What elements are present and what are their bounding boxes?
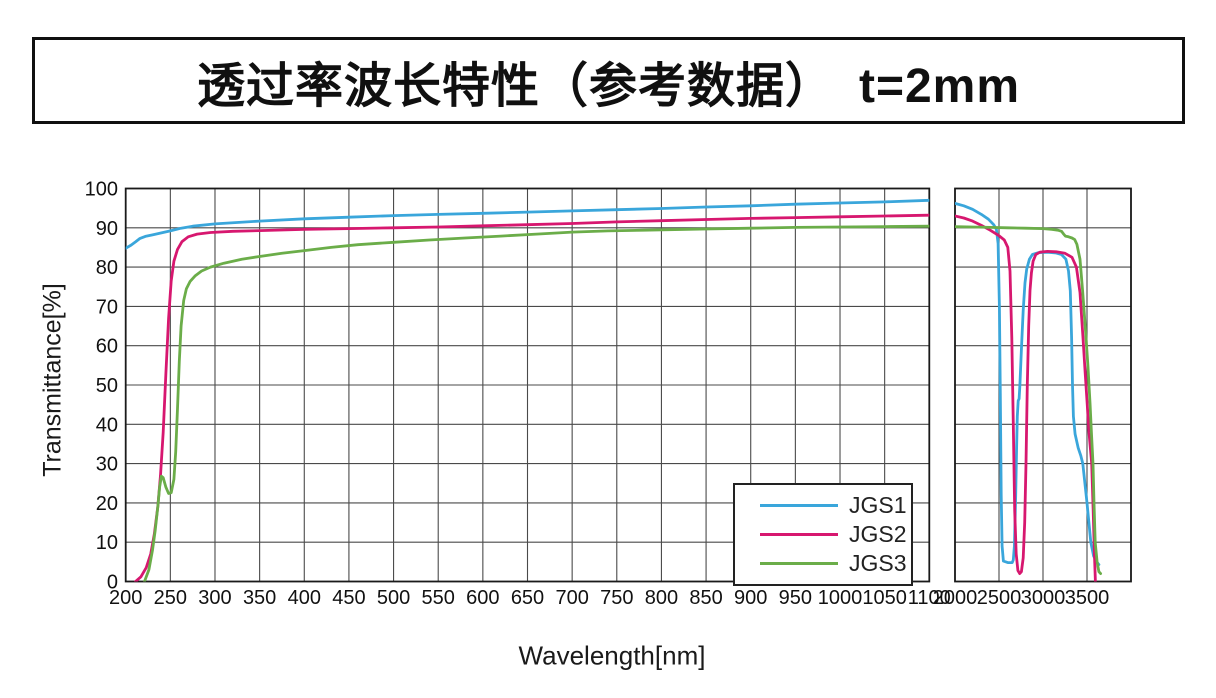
y-tick-label: 40: [96, 414, 118, 436]
x-tick-label: 650: [511, 587, 544, 609]
x-tick-label: 200: [109, 587, 142, 609]
legend-label-jgs3: JGS3: [849, 550, 907, 576]
jgs1-line-swatch: [760, 504, 838, 507]
chart-title-box: 透过率波长特性（参考数据） t=2mm: [32, 37, 1185, 124]
y-tick-label: 80: [96, 257, 118, 279]
legend: JGS1 JGS2 JGS3: [733, 483, 913, 586]
x-axis-title: Wavelength[nm]: [518, 640, 706, 671]
x-tick-label: 800: [645, 587, 678, 609]
series-line-jgs3-ir: [955, 225, 1102, 575]
series-line-jgs3-uv_vis: [143, 224, 930, 582]
x-tick-label: 300: [198, 587, 231, 609]
x-tick-label: 700: [555, 587, 588, 609]
x-tick-label: 350: [243, 587, 276, 609]
x-tick-label: 1000: [818, 587, 863, 609]
y-tick-label: 30: [96, 454, 118, 476]
jgs2-line-swatch: [760, 533, 838, 536]
series-line-jgs1-uv_vis: [125, 198, 930, 250]
x-tick-label: 250: [154, 587, 187, 609]
legend-label-jgs2: JGS2: [849, 521, 907, 547]
x-tick-label: 500: [377, 587, 410, 609]
y-tick-label: 90: [96, 218, 118, 240]
series-line-jgs1-ir: [955, 202, 1101, 566]
jgs3-line-swatch: [760, 562, 838, 565]
x-tick-label: 1050: [862, 587, 907, 609]
x-tick-label: 600: [466, 587, 499, 609]
y-tick-label: 10: [96, 532, 118, 554]
series-line-jgs2-ir: [955, 214, 1097, 582]
y-tick-label: 70: [96, 296, 118, 318]
y-tick-label: 50: [96, 375, 118, 397]
y-axis-title: Transmittance[%]: [38, 283, 67, 477]
legend-item-jgs3: JGS3: [760, 552, 911, 576]
y-tick-label: 20: [96, 493, 118, 515]
legend-label-jgs1: JGS1: [849, 492, 907, 518]
legend-item-jgs1: JGS1: [760, 494, 911, 518]
legend-item-jgs2: JGS2: [760, 523, 911, 547]
plot-border-uv_vis: [124, 187, 931, 583]
x-tick-label: 550: [422, 587, 455, 609]
x-tick-label: 450: [332, 587, 365, 609]
x-tick-label: 2500: [977, 587, 1022, 609]
x-tick-label: 2000: [933, 587, 978, 609]
x-tick-label: 3500: [1065, 587, 1110, 609]
plot-border-ir: [954, 187, 1132, 583]
x-tick-label: 950: [779, 587, 812, 609]
x-tick-label: 400: [288, 587, 321, 609]
y-tick-label: 0: [107, 572, 118, 594]
x-tick-label: 750: [600, 587, 633, 609]
y-tick-label: 100: [85, 179, 118, 201]
y-tick-label: 60: [96, 336, 118, 358]
chart-title: 透过率波长特性（参考数据） t=2mm: [196, 59, 1021, 113]
x-tick-label: 3000: [1021, 587, 1066, 609]
x-tick-label: 850: [689, 587, 722, 609]
x-tick-label: 1100: [908, 587, 951, 609]
x-tick-label: 900: [734, 587, 767, 609]
